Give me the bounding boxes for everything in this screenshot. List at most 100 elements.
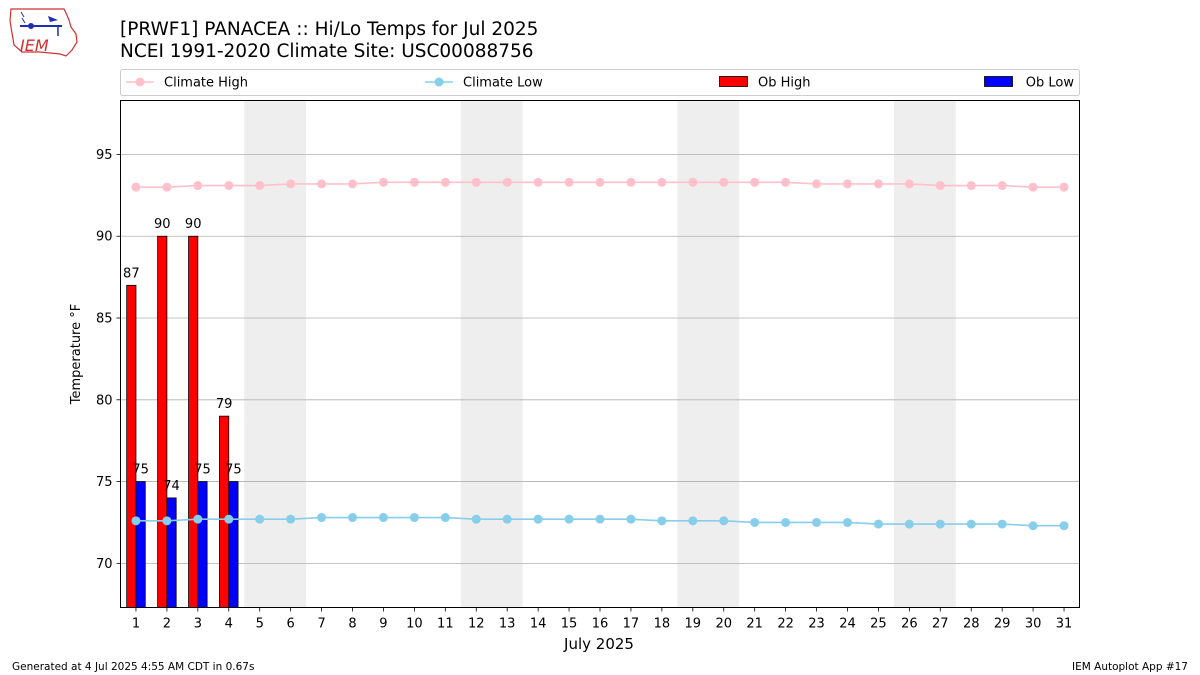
climate-low-point-day-17 (626, 514, 636, 524)
x-tick-label-5: 5 (256, 617, 264, 632)
ob-low-bar-day-3 (197, 481, 208, 608)
climate-low-point-day-21 (750, 517, 760, 527)
x-tick-label-2: 2 (163, 617, 171, 632)
climate-high-point-day-25 (873, 179, 883, 189)
x-tick-label-26: 26 (901, 617, 918, 632)
ob-low-label-day-4: 75 (225, 463, 242, 478)
climate-low-point-day-5 (255, 514, 265, 524)
climate-high-point-day-10 (409, 177, 419, 187)
climate-high-point-day-27 (935, 181, 945, 191)
x-tick-label-8: 8 (348, 617, 356, 632)
footer-generated: Generated at 4 Jul 2025 4:55 AM CDT in 0… (12, 661, 254, 673)
ob-low-bar-day-2 (166, 497, 177, 608)
x-tick-label-24: 24 (839, 617, 856, 632)
climate-high-point-day-7 (317, 179, 327, 189)
climate-lines (131, 177, 1069, 531)
x-axis: 1 2 3 4 5 6 7 8 9 10 11 12 13 14 15 16 17 18 19 20 21 22 23 24 2… (132, 607, 1073, 632)
gridlines (120, 154, 1080, 564)
climate-low-point-day-7 (317, 513, 327, 523)
climate-high-point-day-24 (842, 179, 852, 189)
climate-high-point-day-19 (688, 177, 698, 187)
climate-high-point-day-28 (966, 181, 976, 191)
ob-low-bar-day-1 (135, 481, 146, 608)
climate-low-point-day-22 (781, 517, 791, 527)
legend-label-ob-low: Ob Low (1026, 76, 1075, 91)
weekend-band-3 (677, 100, 740, 608)
climate-high-point-day-29 (997, 181, 1007, 191)
climate-low-point-day-6 (286, 514, 296, 524)
chart-title: [PRWF1] PANACEA :: Hi/Lo Temps for Jul 2… (120, 19, 538, 40)
x-tick-label-30: 30 (1025, 617, 1042, 632)
climate-low-point-day-25 (873, 519, 883, 529)
x-tick-label-23: 23 (808, 617, 825, 632)
ob-low-label-day-1: 75 (132, 463, 149, 478)
ob-high-bar-day-4 (219, 415, 230, 608)
legend-marker-climate-low (434, 77, 444, 87)
climate-high-point-day-5 (255, 181, 265, 191)
climate-low-point-day-1 (131, 516, 141, 526)
logo-text: IEM (20, 36, 49, 55)
ob-low-label-day-2: 74 (163, 479, 180, 494)
climate-low-point-day-3 (193, 514, 203, 524)
climate-high-point-day-2 (162, 182, 172, 192)
x-tick-label-17: 17 (623, 617, 640, 632)
y-tick-label-85: 85 (96, 312, 113, 327)
legend: Climate High Climate Low Ob High Ob Low (120, 69, 1080, 96)
legend-item-climate-high: Climate High (126, 76, 248, 91)
iem-logo: IEM (9, 8, 78, 57)
climate-high-point-day-15 (564, 177, 574, 187)
climate-low-point-day-11 (440, 513, 450, 523)
x-tick-label-14: 14 (530, 617, 547, 632)
x-tick-label-1: 1 (132, 617, 140, 632)
climate-high-point-day-1 (131, 182, 141, 192)
y-tick-label-70: 70 (96, 557, 113, 572)
x-tick-label-10: 10 (406, 617, 423, 632)
climate-high-point-day-17 (626, 177, 636, 187)
climate-low-point-day-23 (812, 517, 822, 527)
x-tick-label-13: 13 (499, 617, 516, 632)
x-tick-label-31: 31 (1056, 617, 1073, 632)
climate-low-point-day-26 (904, 519, 914, 529)
legend-item-ob-high: Ob High (719, 76, 811, 91)
climate-low-point-day-10 (409, 513, 419, 523)
x-tick-label-19: 19 (685, 617, 702, 632)
climate-low-point-day-12 (471, 514, 481, 524)
climate-high-point-day-23 (812, 179, 822, 189)
legend-label-climate-high: Climate High (164, 76, 248, 91)
climate-low-point-day-14 (533, 514, 543, 524)
climate-low-point-day-29 (997, 519, 1007, 529)
ob-high-label-day-1: 87 (123, 266, 140, 281)
climate-high-point-day-21 (750, 177, 760, 187)
climate-low-point-day-18 (657, 516, 667, 526)
climate-low-point-day-2 (162, 516, 172, 526)
bar-value-labels: 87 90 90 79 75 74 75 75 (123, 217, 242, 494)
ob-high-label-day-3: 90 (185, 217, 202, 232)
climate-high-point-day-11 (440, 177, 450, 187)
climate-high-point-day-20 (719, 177, 729, 187)
legend-frame (120, 69, 1080, 96)
weekend-band-2 (460, 100, 523, 608)
climate-high-point-day-12 (471, 177, 481, 187)
ob-high-bar-day-1 (126, 284, 137, 608)
climate-high-point-day-6 (286, 179, 296, 189)
climate-low-point-day-31 (1059, 521, 1069, 531)
legend-item-climate-low: Climate Low (425, 76, 543, 91)
climate-high-point-day-31 (1059, 182, 1069, 192)
legend-item-ob-low: Ob Low (984, 76, 1075, 91)
x-tick-label-25: 25 (870, 617, 887, 632)
x-tick-label-27: 27 (932, 617, 949, 632)
x-tick-label-4: 4 (225, 617, 233, 632)
climate-low-point-day-13 (502, 514, 512, 524)
climate-low-point-day-27 (935, 519, 945, 529)
x-tick-label-7: 7 (317, 617, 325, 632)
climate-low-point-day-19 (688, 516, 698, 526)
climate-low-point-day-20 (719, 516, 729, 526)
climate-high-point-day-30 (1028, 182, 1038, 192)
climate-low-point-day-8 (348, 513, 358, 523)
footer-app: IEM Autoplot App #17 (1072, 661, 1188, 673)
legend-marker-climate-high (135, 77, 145, 87)
climate-low-point-day-9 (378, 513, 388, 523)
ob-high-label-day-2: 90 (154, 217, 171, 232)
climate-high-point-day-22 (781, 177, 791, 187)
